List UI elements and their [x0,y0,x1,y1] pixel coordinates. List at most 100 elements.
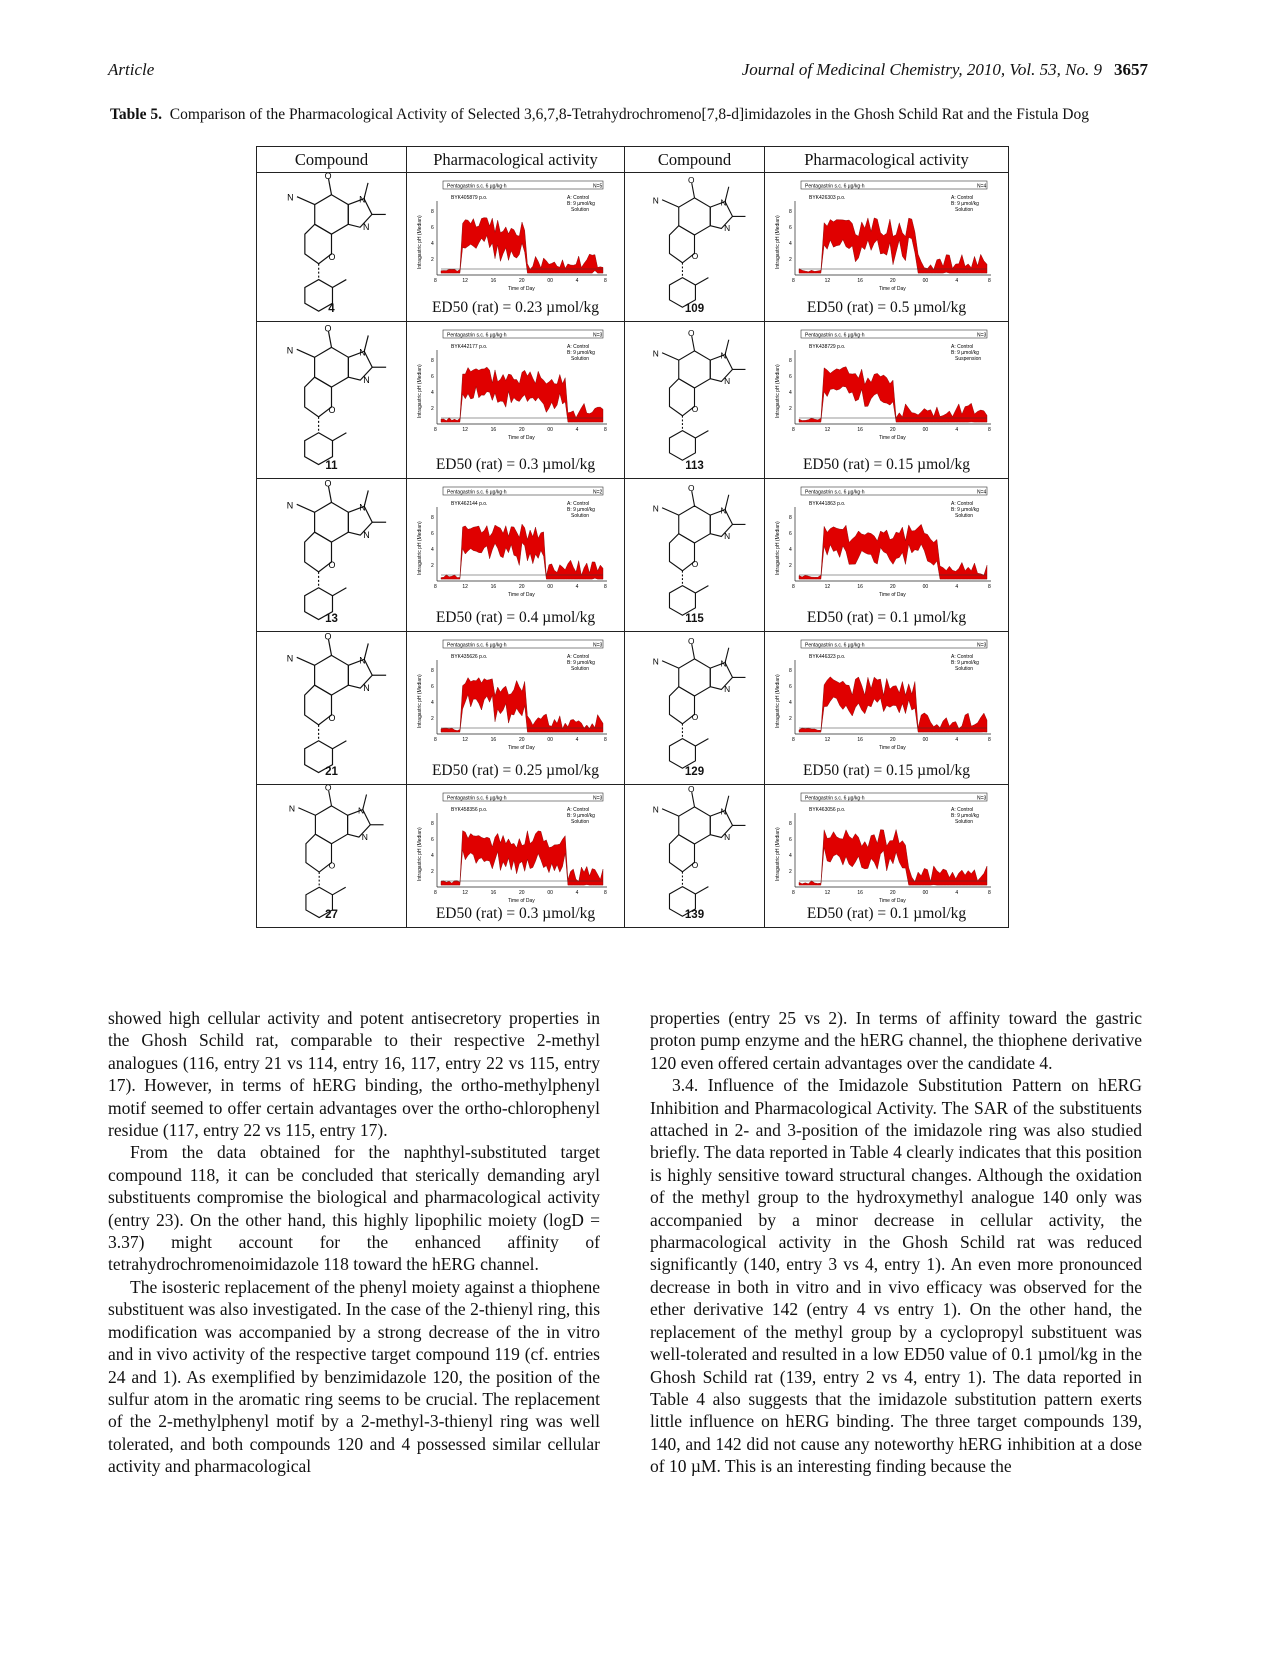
molecule-structure-27: N N N O O [289,785,384,919]
svg-text:16: 16 [491,890,497,896]
svg-text:A: Control: A: Control [567,344,589,350]
svg-text:2: 2 [789,869,792,875]
svg-text:8: 8 [789,821,792,827]
svg-text:Time of Day: Time of Day [879,745,906,751]
svg-text:12: 12 [825,278,831,284]
svg-text:Solution: Solution [571,513,589,519]
svg-text:4: 4 [955,427,958,433]
ed50-value: ED50 (rat) = 0.15 µmol/kg [802,456,971,473]
svg-text:2: 2 [431,406,434,412]
svg-text:N=5: N=5 [593,184,603,190]
svg-text:8: 8 [988,427,991,433]
svg-text:Solution: Solution [571,356,589,362]
compound-id: 13 [325,613,338,625]
svg-text:B: 9 µmol/kg: B: 9 µmol/kg [951,507,979,513]
compound-id: 139 [684,909,705,921]
svg-text:N: N [359,655,365,665]
table-row: N N N O O 11 Pentagastrin s.c. 6 µg/kg·h N=3 BYK… [256,321,1009,479]
svg-text:N: N [289,804,295,814]
svg-text:4: 4 [431,547,434,553]
table-row: N N N O O 4 Pentagastrin s.c. 6 µg/kg·h N=5 BYK4… [256,172,1009,322]
paragraph: properties (entry 25 vs 2). In terms of … [650,1008,1142,1073]
ph-plot: Pentagastrin s.c. 6 µg/kg·h N=3 BYK458356 … [417,792,607,904]
svg-text:Pentagastrin s.c. 6 µg/kg·h: Pentagastrin s.c. 6 µg/kg·h [447,643,507,649]
table-row: N N N O O 27 Pentagastrin s.c. 6 µg/kg·h N=3 BYK… [256,784,1009,928]
svg-text:O: O [688,175,695,185]
svg-text:N=3: N=3 [593,796,603,802]
svg-text:8: 8 [789,358,792,364]
col-header-activity-2: Pharmacological activity [764,146,1009,173]
col-header-compound-2: Compound [624,146,765,173]
compound-id: 129 [684,766,705,778]
ed50-value: ED50 (rat) = 0.4 µmol/kg [435,609,596,626]
svg-text:4: 4 [576,278,579,284]
svg-text:N: N [359,195,365,205]
svg-text:8: 8 [604,278,607,284]
svg-text:Solution: Solution [955,666,973,672]
table-row: N N N O O 13 Pentagastrin s.c. 6 µg/kg·h N=2 BYK… [256,478,1009,632]
activity-cell: Pentagastrin s.c. 6 µg/kg·h N=3 BYK458356 … [406,784,625,928]
svg-text:O: O [688,636,695,646]
svg-text:O: O [692,860,699,870]
ph-plot: Pentagastrin s.c. 6 µg/kg·h N=3 BYK463056 … [775,792,991,904]
svg-text:Pentagastrin s.c. 6 µg/kg·h: Pentagastrin s.c. 6 µg/kg·h [447,490,507,496]
ed50-value: ED50 (rat) = 0.1 µmol/kg [806,905,967,922]
svg-text:Intragastric pH (Median): Intragastric pH (Median) [775,521,781,575]
svg-text:8: 8 [792,278,795,284]
molecule-structure-115: N N N O O [653,483,746,616]
svg-text:12: 12 [462,427,468,433]
svg-text:Solution: Solution [571,819,589,825]
svg-text:20: 20 [519,584,525,590]
svg-text:4: 4 [955,737,958,743]
molecule-structure-113: N N N O O [653,328,746,461]
svg-text:N: N [653,348,659,358]
svg-text:8: 8 [604,737,607,743]
svg-text:6: 6 [431,837,434,843]
svg-text:A: Control: A: Control [951,807,973,813]
svg-text:O: O [692,251,699,261]
svg-text:N: N [720,197,726,207]
svg-text:A: Control: A: Control [951,501,973,507]
svg-text:Intragastric pH (Median): Intragastric pH (Median) [417,215,423,269]
activity-cell: Pentagastrin s.c. 6 µg/kg·h N=3 BYK446323 … [764,631,1009,785]
svg-text:B: 9 µmol/kg: B: 9 µmol/kg [951,660,979,666]
svg-text:20: 20 [519,278,525,284]
svg-text:8: 8 [988,737,991,743]
ph-plot: Pentagastrin s.c. 6 µg/kg·h N=3 BYK442177 … [417,329,607,441]
svg-text:Intragastric pH (Median): Intragastric pH (Median) [417,827,423,881]
svg-text:N: N [358,805,364,815]
svg-text:16: 16 [491,427,497,433]
left-text-column: showed high cellular activity and potent… [108,1007,600,1478]
svg-text:O: O [692,712,699,722]
svg-text:N: N [724,684,730,694]
svg-text:4: 4 [576,737,579,743]
svg-text:00: 00 [547,584,553,590]
svg-text:BYK426303 p.o.: BYK426303 p.o. [809,195,845,201]
table-caption: Table 5. Comparison of the Pharmacologic… [110,106,1148,124]
svg-text:N: N [359,347,365,357]
svg-text:N: N [720,806,726,816]
svg-text:4: 4 [431,390,434,396]
svg-text:2: 2 [789,406,792,412]
svg-text:N: N [363,222,369,232]
svg-text:16: 16 [857,737,863,743]
svg-text:2: 2 [431,716,434,722]
svg-text:8: 8 [434,584,437,590]
svg-text:Intragastric pH (Median): Intragastric pH (Median) [417,674,423,728]
svg-text:4: 4 [955,584,958,590]
svg-text:Pentagastrin s.c. 6 µg/kg·h: Pentagastrin s.c. 6 µg/kg·h [805,490,865,496]
svg-text:Intragastric pH (Median): Intragastric pH (Median) [417,521,423,575]
svg-text:4: 4 [789,390,792,396]
svg-text:Solution: Solution [955,513,973,519]
svg-text:A: Control: A: Control [567,654,589,660]
svg-text:N: N [363,683,369,693]
activity-cell: Pentagastrin s.c. 6 µg/kg·h N=3 BYK435626 … [406,631,625,785]
svg-text:Pentagastrin s.c. 6 µg/kg·h: Pentagastrin s.c. 6 µg/kg·h [447,796,507,802]
svg-text:00: 00 [923,278,929,284]
svg-text:O: O [329,713,336,723]
svg-text:20: 20 [890,278,896,284]
svg-text:BYK446323 p.o.: BYK446323 p.o. [809,654,845,660]
svg-text:16: 16 [857,278,863,284]
ph-plot: Pentagastrin s.c. 6 µg/kg·h N=3 BYK435626 … [417,639,607,751]
svg-text:Time of Day: Time of Day [508,898,535,904]
